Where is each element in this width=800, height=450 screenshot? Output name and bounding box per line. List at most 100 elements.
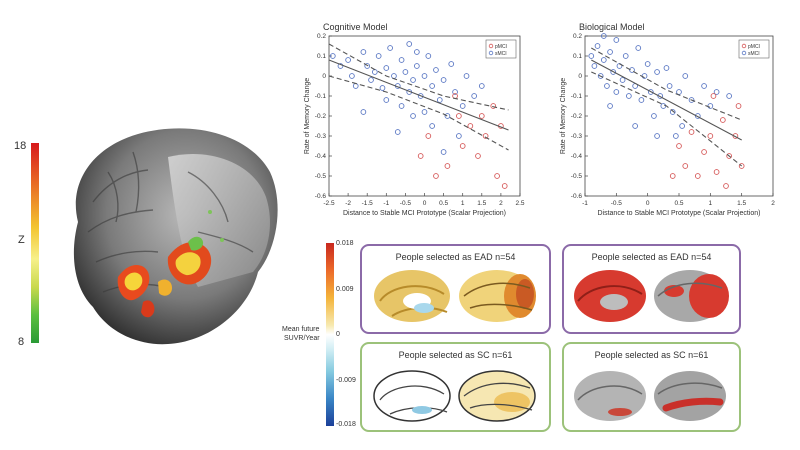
legend-marker [488, 43, 494, 49]
legend-label: pMCI [495, 44, 507, 50]
data-point [360, 109, 367, 115]
data-point [679, 123, 685, 129]
z-colorbar-max-label: 18 [14, 140, 27, 152]
y-tick-label: -0.3 [315, 133, 327, 140]
y-tick-label: 0.1 [317, 53, 326, 60]
data-point [701, 149, 707, 155]
data-point [610, 69, 617, 75]
y-tick-label: -0.1 [315, 93, 327, 100]
data-point [688, 129, 695, 135]
data-point [597, 73, 604, 79]
data-point [638, 97, 645, 103]
y-tick-label: -0.5 [571, 173, 583, 180]
data-point [398, 57, 405, 63]
data-point [619, 77, 626, 83]
data-point [379, 85, 386, 91]
data-point [425, 133, 432, 139]
x-tick-label: 0 [423, 200, 427, 207]
data-point [456, 113, 462, 119]
y-tick-label: 0 [578, 73, 582, 80]
y-tick-label: -0.2 [315, 113, 327, 120]
confidence-band-upper [591, 47, 742, 121]
data-point [444, 113, 451, 119]
data-point [651, 113, 657, 119]
data-point [391, 73, 397, 79]
x-tick-label: 2.5 [515, 200, 524, 207]
data-point [371, 69, 378, 75]
y-axis-label: Rate of Memory Change [304, 78, 311, 154]
z-colorbar [31, 143, 39, 343]
x-tick-label: 1 [709, 200, 713, 207]
data-point [440, 149, 447, 155]
panel-sc-significance: People selected as SC n=61 [562, 342, 741, 432]
data-point [440, 77, 447, 83]
data-point [654, 133, 660, 139]
cortical-surface-map [574, 270, 729, 322]
data-point [471, 93, 478, 99]
data-point [360, 49, 367, 55]
series-pMCI [669, 93, 745, 189]
data-point [364, 63, 371, 69]
data-point [421, 109, 428, 115]
data-point [490, 103, 497, 109]
data-point [429, 83, 435, 89]
data-point [482, 133, 489, 139]
data-point [329, 53, 336, 59]
y-tick-label: 0 [322, 73, 326, 80]
x-tick-label: -1.5 [362, 200, 374, 207]
data-point [613, 37, 620, 43]
data-point [375, 53, 382, 59]
x-tick-label: 2 [499, 200, 503, 207]
data-point [626, 93, 632, 99]
y-tick-label: -0.3 [571, 133, 583, 140]
data-point [368, 77, 374, 83]
y-axis-label: Rate of Memory Change [560, 78, 567, 154]
x-tick-label: -2 [345, 200, 351, 207]
cognitive-model-chart: Cognitive Model -2.5 -2 -1.5 -1 -0.5 0 0.5 1 1.5 2… [304, 22, 525, 217]
data-point [478, 113, 485, 119]
data-point [448, 61, 455, 67]
confidence-band-lower [328, 75, 509, 151]
data-point [387, 45, 393, 51]
data-point [654, 69, 660, 75]
data-point [720, 117, 726, 123]
legend-box [738, 39, 770, 59]
data-point [433, 173, 439, 179]
data-point [663, 65, 670, 71]
series-pMCI [417, 93, 508, 189]
y-tick-label: -0.5 [315, 173, 327, 180]
y-tick-label: -0.2 [571, 113, 583, 120]
y-tick-label: 0.1 [573, 53, 582, 60]
data-point [600, 33, 607, 39]
data-point [694, 173, 701, 179]
data-point [501, 183, 508, 189]
biological-model-chart: Biological Model -1 -0.5 0 0.5 1 1.5 2 0.2 0.1 0 -0… [560, 22, 775, 217]
data-point [701, 83, 707, 89]
panel-sc-mean-suvr: People selected as SC n=61 [360, 342, 551, 432]
data-point [723, 183, 729, 189]
data-point [398, 103, 405, 109]
x-tick-label: -2.5 [323, 200, 335, 207]
colorbar-title-line2: SUVR/Year [284, 335, 320, 342]
x-axis-label: Distance to Stable MCI Prototype (Scalar… [597, 210, 760, 217]
colorbar-tick-upper: 0.009 [336, 286, 354, 293]
panel-ead-mean-suvr: People selected as EAD n=54 [360, 244, 551, 334]
x-tick-label: -0.5 [400, 200, 412, 207]
data-point [669, 109, 676, 115]
data-point [676, 143, 682, 149]
data-point [414, 63, 420, 69]
data-point [352, 83, 359, 89]
data-point [394, 129, 401, 135]
data-point [337, 63, 344, 69]
x-tick-label: 2 [771, 200, 775, 207]
x-tick-label: 1 [461, 200, 465, 207]
y-tick-label: 0.2 [573, 33, 582, 40]
data-point [607, 49, 613, 55]
data-point [345, 57, 351, 63]
data-point [647, 89, 654, 95]
data-point [688, 97, 695, 103]
cortical-surface-map [374, 270, 536, 322]
x-tick-label: -1 [582, 200, 588, 207]
data-point [406, 41, 413, 47]
y-tick-label: -0.6 [571, 193, 583, 200]
